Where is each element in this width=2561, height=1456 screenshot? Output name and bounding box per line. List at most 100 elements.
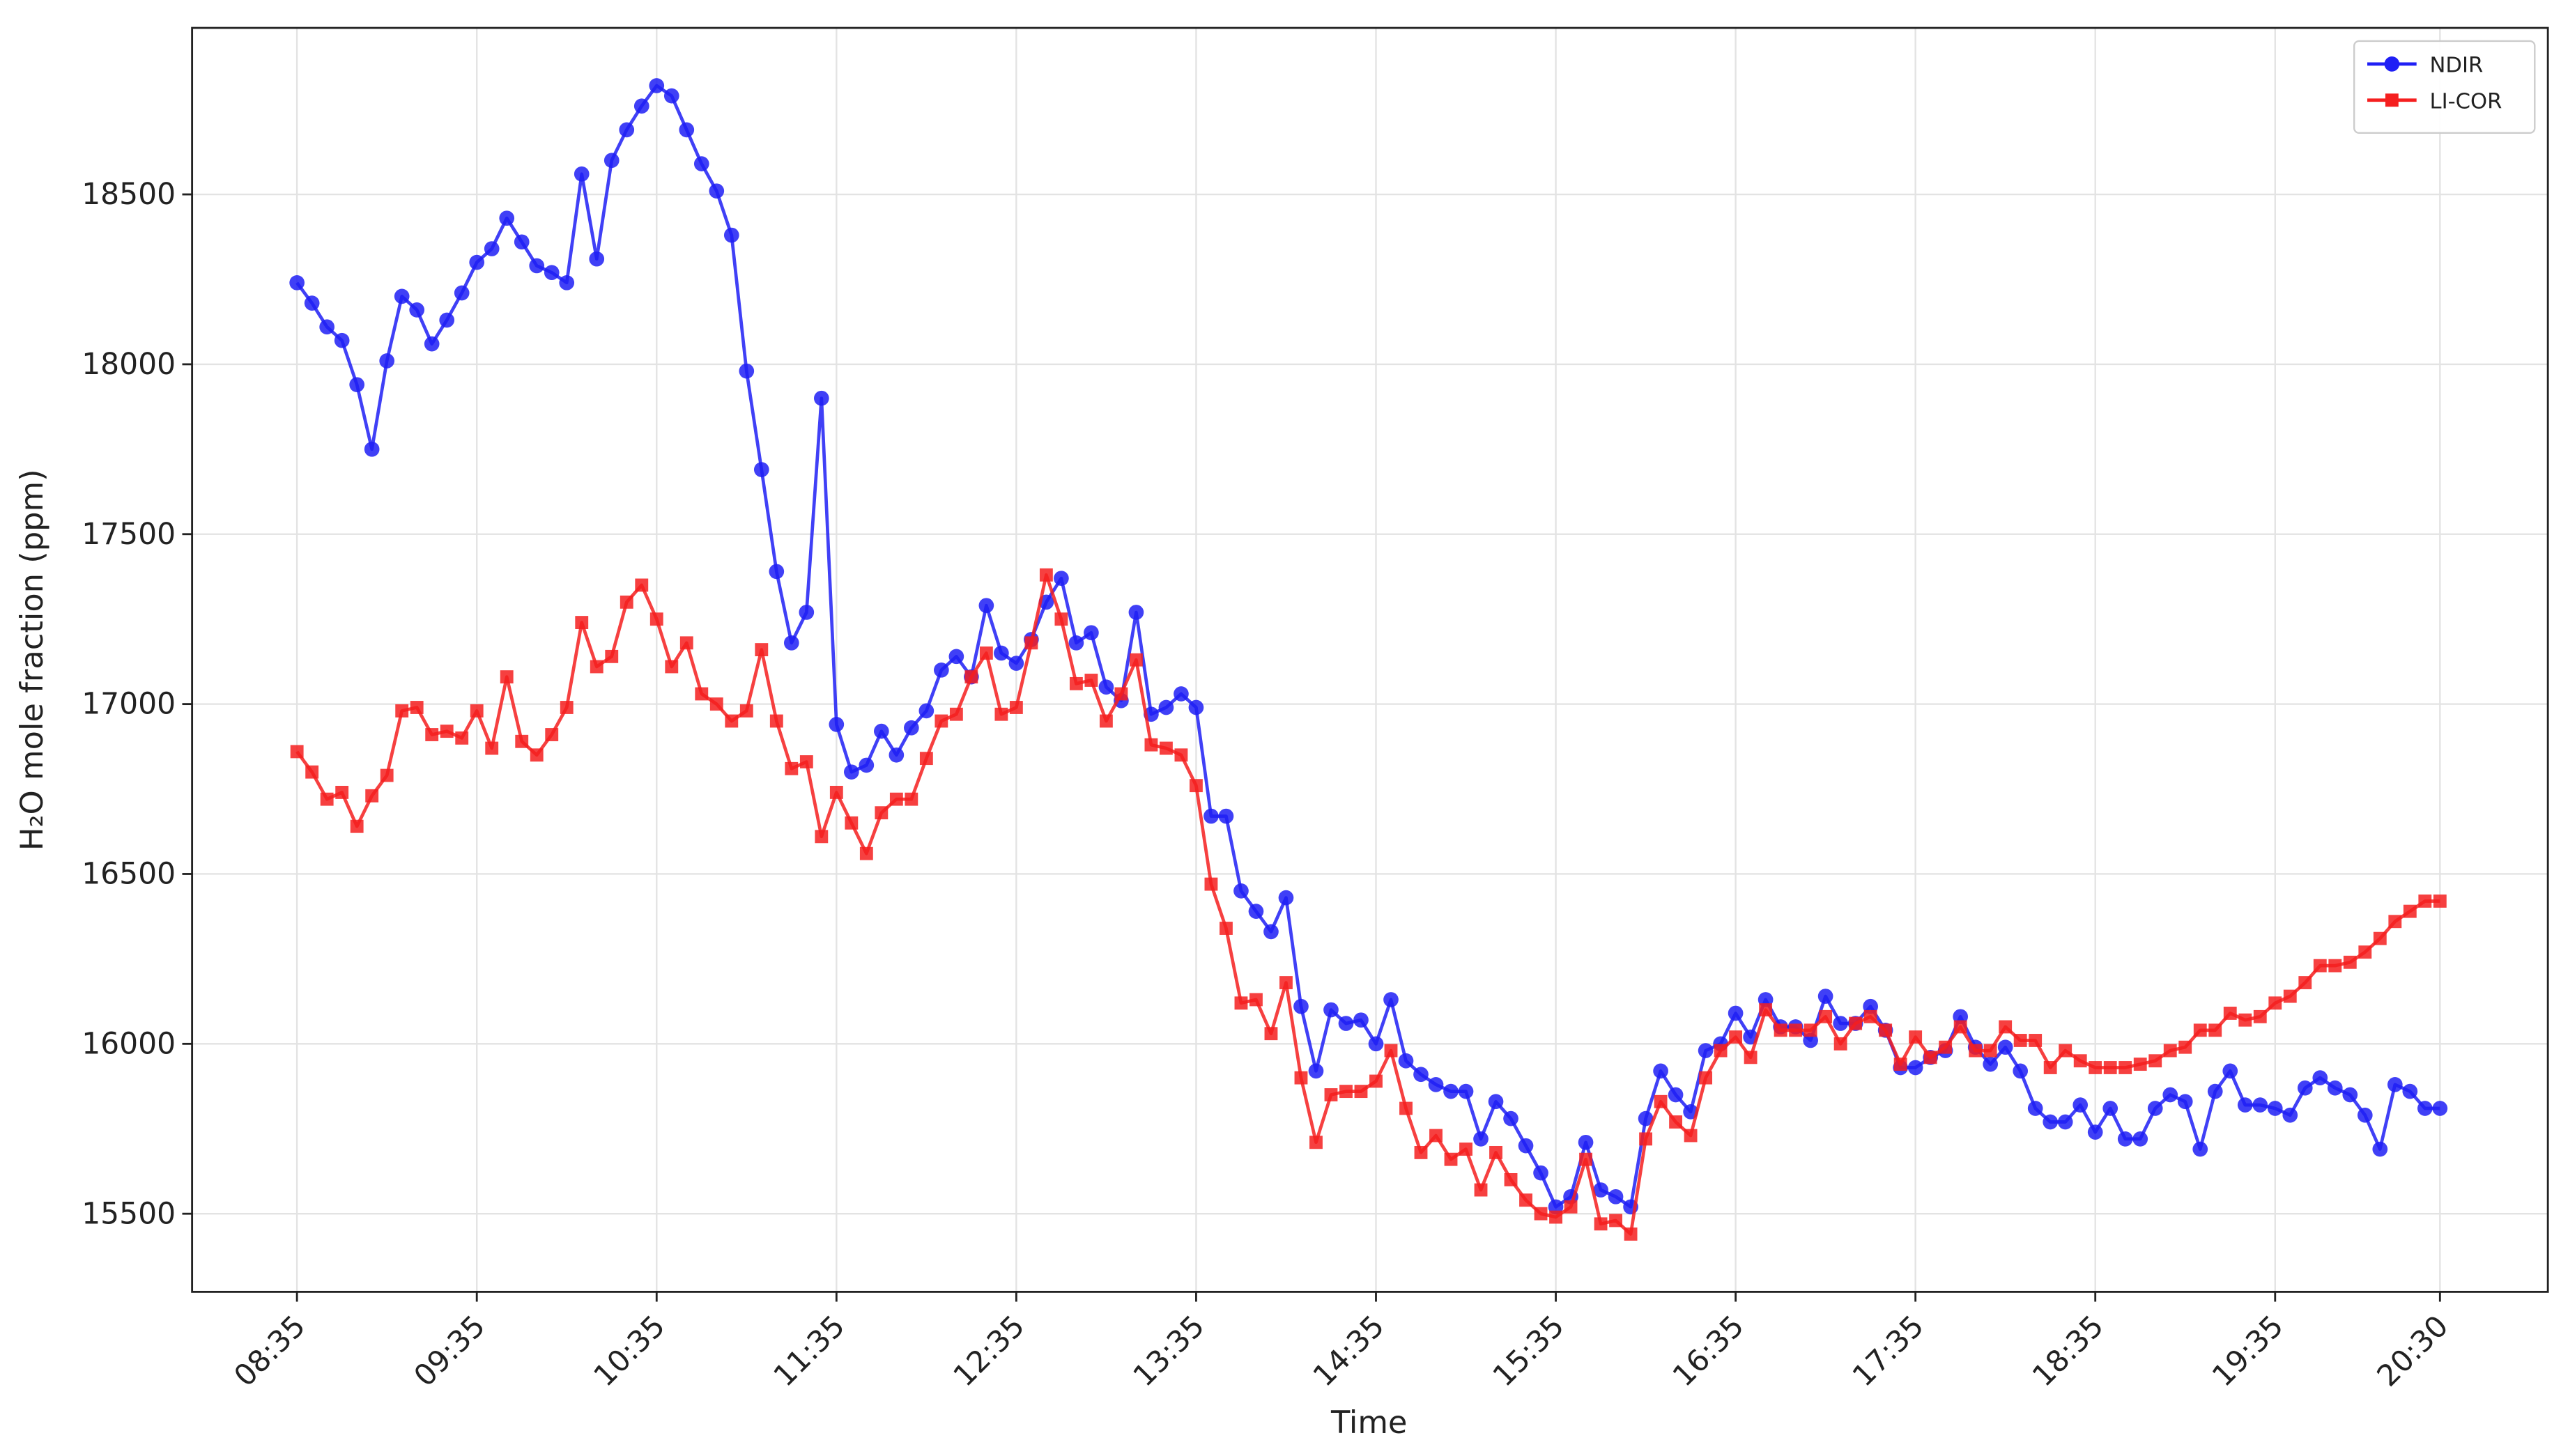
point: [334, 332, 350, 348]
point: [1564, 1200, 1578, 1214]
point: [843, 764, 859, 780]
point: [1204, 877, 1218, 891]
point: [1893, 1058, 1907, 1071]
point: [1999, 1020, 2013, 1034]
point: [1308, 1063, 1324, 1079]
point: [470, 704, 484, 718]
point: [1084, 625, 1099, 641]
point: [2118, 1061, 2132, 1074]
point: [1203, 808, 1219, 824]
point: [695, 687, 709, 701]
point: [1489, 1145, 1502, 1159]
point: [978, 598, 994, 614]
y-tick-label: 17000: [82, 687, 176, 721]
point: [1144, 738, 1158, 752]
y-tick-label: 18000: [82, 347, 176, 381]
point: [1069, 676, 1083, 690]
point: [2089, 1061, 2102, 1074]
point: [320, 792, 334, 806]
point: [289, 275, 305, 291]
point: [2237, 1097, 2253, 1113]
point: [1309, 1136, 1323, 1149]
point: [1593, 1182, 1608, 1198]
point: [1833, 1016, 1848, 1031]
point: [1923, 1051, 1937, 1064]
point: [2147, 1101, 2163, 1116]
point: [875, 806, 889, 820]
point: [1294, 1071, 1308, 1085]
point: [2358, 945, 2372, 959]
point: [1578, 1134, 1594, 1150]
point: [365, 789, 379, 803]
point: [1503, 1110, 1518, 1126]
point: [1983, 1044, 1997, 1058]
point: [545, 728, 559, 741]
point: [649, 612, 663, 626]
point: [2029, 1034, 2043, 1047]
point: [2313, 959, 2327, 973]
point: [679, 636, 693, 650]
point: [454, 285, 470, 301]
point: [1939, 1040, 1953, 1054]
point: [1969, 1044, 1983, 1058]
point: [2417, 1101, 2433, 1116]
point: [725, 714, 739, 728]
point: [425, 728, 439, 741]
point: [2133, 1058, 2147, 1071]
point: [1338, 1016, 1354, 1031]
point: [1233, 883, 1249, 899]
point: [2207, 1083, 2223, 1099]
point: [1264, 1027, 1278, 1041]
point: [2013, 1034, 2027, 1047]
point: [1158, 699, 1174, 715]
point: [1909, 1030, 1923, 1044]
point: [1519, 1193, 1532, 1207]
point: [859, 846, 873, 860]
point: [1220, 922, 1233, 935]
point: [2297, 1080, 2313, 1096]
point: [2328, 959, 2342, 973]
point: [1024, 636, 1038, 650]
point: [1997, 1039, 2013, 1055]
point: [813, 390, 829, 406]
point: [574, 166, 590, 182]
point: [1549, 1210, 1562, 1224]
point: [1248, 904, 1264, 919]
point: [1863, 1009, 1877, 1023]
point: [693, 156, 709, 171]
legend-marker: [2384, 56, 2400, 72]
point: [829, 786, 843, 799]
point: [2043, 1061, 2057, 1074]
point: [455, 731, 469, 745]
point: [2163, 1044, 2177, 1058]
point: [859, 757, 875, 773]
point: [2312, 1070, 2328, 1085]
point: [2177, 1094, 2193, 1110]
point: [1819, 1009, 1833, 1023]
point: [1907, 1060, 1923, 1076]
point: [395, 704, 409, 718]
point: [1398, 1053, 1414, 1069]
point: [439, 312, 455, 328]
point: [2387, 1077, 2403, 1092]
point: [665, 660, 679, 674]
point: [2208, 1023, 2222, 1037]
point: [2057, 1114, 2073, 1130]
plot-area: [289, 78, 2448, 1241]
point: [1098, 679, 1114, 695]
point: [1190, 779, 1203, 793]
point: [679, 122, 695, 138]
point: [1413, 1067, 1429, 1083]
point: [2148, 1054, 2162, 1068]
point: [1099, 714, 1113, 728]
point: [409, 302, 425, 318]
point: [1817, 989, 1833, 1004]
point: [1414, 1145, 1428, 1159]
point: [1953, 1020, 1967, 1034]
point: [350, 819, 364, 833]
point: [2432, 1101, 2448, 1116]
point: [620, 595, 633, 609]
point: [829, 717, 845, 732]
point: [2117, 1131, 2133, 1147]
point: [1504, 1173, 1518, 1186]
